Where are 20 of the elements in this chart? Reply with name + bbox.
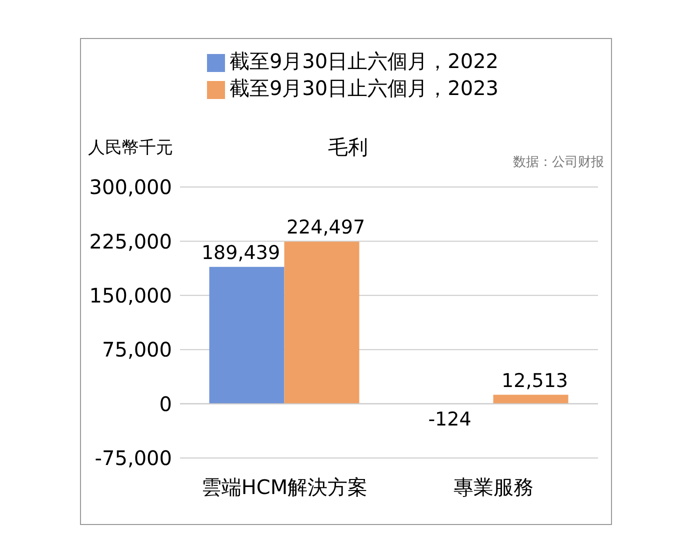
y-tick-label: -75,000 <box>94 446 172 470</box>
data-label: 12,513 <box>502 370 568 392</box>
y-tick-label: 300,000 <box>89 175 172 200</box>
y-tick-label: 150,000 <box>89 284 172 308</box>
text: 数据：公司财报 <box>513 154 604 171</box>
y-tick-label: 225,000 <box>89 229 172 254</box>
data-label: -124 <box>428 408 472 430</box>
data-label: 224,497 <box>286 216 366 239</box>
bar <box>209 266 284 404</box>
legend-label: 截至9月30日止六個月，2022 <box>229 49 499 73</box>
y-axis-title: 人民幣千元 <box>88 137 173 159</box>
y-tick-label: 75,000 <box>102 338 172 362</box>
x-tick-label: 專業服務 <box>454 475 534 500</box>
bar <box>284 242 360 404</box>
x-tick-label: 雲端HCM解決方案 <box>201 475 368 500</box>
chart-title: 毛利 <box>328 134 368 161</box>
y-tick-label: 0 <box>159 392 172 416</box>
data-label: 189,439 <box>201 242 280 264</box>
legend-label: 截至9月30日止六個月，2023 <box>229 76 499 100</box>
bar <box>493 394 568 404</box>
